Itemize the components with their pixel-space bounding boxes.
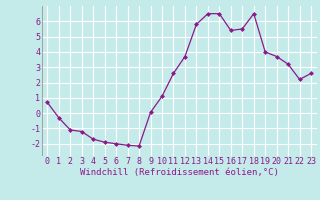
X-axis label: Windchill (Refroidissement éolien,°C): Windchill (Refroidissement éolien,°C)	[80, 168, 279, 177]
